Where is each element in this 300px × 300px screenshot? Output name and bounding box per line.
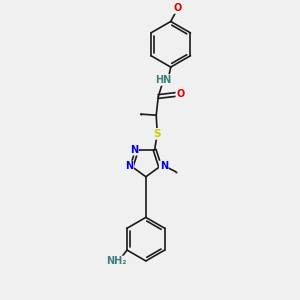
Text: N: N xyxy=(130,145,138,155)
Text: O: O xyxy=(176,89,184,99)
Text: O: O xyxy=(174,3,182,13)
Text: S: S xyxy=(154,129,161,139)
Text: N: N xyxy=(160,161,168,171)
Text: HN: HN xyxy=(155,75,172,85)
Text: N: N xyxy=(125,161,133,171)
Text: NH₂: NH₂ xyxy=(106,256,127,266)
